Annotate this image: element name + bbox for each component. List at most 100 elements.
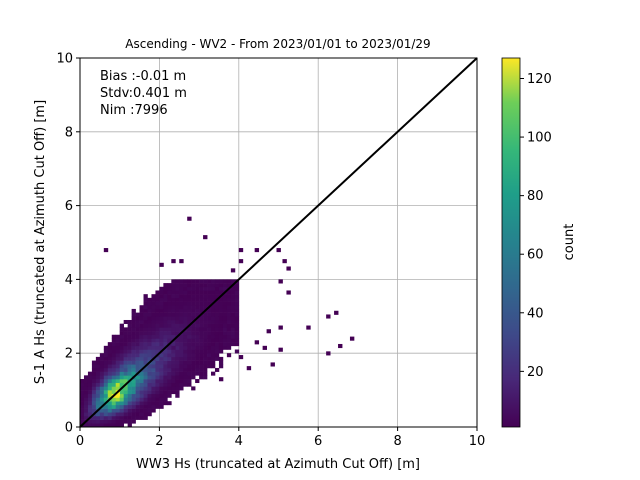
heatmap-cell <box>103 386 109 391</box>
heatmap-cell <box>115 391 120 396</box>
heatmap-cell <box>135 345 140 350</box>
outlier-cell <box>203 235 208 240</box>
heatmap-cell <box>87 375 93 380</box>
heatmap-cell <box>230 294 236 299</box>
heatmap-cell <box>139 308 144 313</box>
heatmap-cell <box>183 286 188 291</box>
heatmap-cell <box>175 382 180 387</box>
heatmap-cell <box>87 382 93 387</box>
heatmap-cell <box>139 338 144 343</box>
heatmap-cell <box>135 338 140 343</box>
heatmap-cell <box>131 349 136 354</box>
heatmap-cell <box>218 356 224 361</box>
heatmap-cell <box>214 286 220 291</box>
heatmap-cell <box>222 279 228 284</box>
heatmap-cell <box>107 382 113 387</box>
heatmap-cell <box>151 305 156 310</box>
heatmap-cell <box>111 338 117 343</box>
heatmap-cell <box>80 390 85 395</box>
heatmap-cell <box>175 331 180 336</box>
heatmap-cell <box>187 290 192 295</box>
heatmap-cell <box>171 305 176 310</box>
heatmap-cell <box>211 297 216 302</box>
heatmap-cell <box>135 408 140 413</box>
heatmap-cell <box>207 286 212 291</box>
heatmap-cell <box>127 319 132 324</box>
heatmap-cell <box>171 379 176 384</box>
heatmap-cell <box>179 360 184 365</box>
heatmap-cell <box>218 360 224 365</box>
heatmap-cell <box>91 382 97 387</box>
heatmap-cell <box>199 371 204 376</box>
heatmap-cell <box>191 279 196 284</box>
heatmap-cell <box>123 375 128 380</box>
heatmap-cell <box>214 345 220 350</box>
heatmap-cell <box>135 356 140 361</box>
heatmap-cell <box>218 301 224 306</box>
heatmap-cell <box>187 356 192 361</box>
heatmap-cell <box>211 331 216 336</box>
heatmap-cell <box>234 323 240 328</box>
heatmap-cell <box>187 342 192 347</box>
heatmap-cell <box>131 364 136 369</box>
heatmap-cell <box>155 393 160 398</box>
heatmap-cell <box>187 367 192 372</box>
heatmap-cell <box>143 345 148 350</box>
heatmap-cell <box>127 364 132 369</box>
heatmap-cell <box>143 404 148 409</box>
heatmap-cell <box>119 338 124 343</box>
outlier-cell <box>306 325 311 330</box>
heatmap-cell <box>99 397 105 402</box>
heatmap-cell <box>222 316 228 321</box>
heatmap-cell <box>163 283 168 288</box>
heatmap-cell <box>123 334 128 339</box>
heatmap-cell <box>83 397 89 402</box>
outlier-cell <box>278 279 283 284</box>
heatmap-cell <box>103 390 109 395</box>
heatmap-cell <box>226 327 232 332</box>
heatmap-cell <box>222 323 228 328</box>
heatmap-cell <box>123 404 128 409</box>
heatmap-cell <box>147 338 152 343</box>
heatmap-cell <box>175 364 180 369</box>
heatmap-cell <box>163 364 168 369</box>
heatmap-cell <box>127 342 132 347</box>
heatmap-cell <box>143 379 148 384</box>
heatmap-cell <box>226 323 232 328</box>
heatmap-cell <box>234 331 240 336</box>
heatmap-cell <box>203 360 208 365</box>
heatmap-cell <box>127 323 132 328</box>
heatmap-cell <box>115 375 120 380</box>
heatmap-cell <box>151 386 156 391</box>
heatmap-cell <box>131 353 136 358</box>
heatmap-cell <box>226 301 232 306</box>
heatmap-cell <box>91 419 97 424</box>
heatmap-cell <box>119 419 124 424</box>
heatmap-cell <box>187 301 192 306</box>
heatmap-cell <box>111 423 117 428</box>
heatmap-cell <box>147 382 152 387</box>
heatmap-cell <box>187 319 192 324</box>
heatmap-cell <box>155 331 160 336</box>
heatmap-cell <box>175 327 180 332</box>
heatmap-cell <box>119 327 124 332</box>
heatmap-cell <box>107 419 113 424</box>
heatmap-cell <box>151 308 156 313</box>
heatmap-cell <box>195 308 200 313</box>
heatmap-cell <box>147 327 152 332</box>
heatmap-cell <box>135 386 140 391</box>
heatmap-cell <box>191 356 196 361</box>
heatmap-cell <box>191 316 196 321</box>
heatmap-cell <box>135 349 140 354</box>
heatmap-cell <box>167 360 172 365</box>
heatmap-cell <box>187 283 192 288</box>
heatmap-cell <box>135 327 140 332</box>
heatmap-cell <box>163 290 168 295</box>
heatmap-cell <box>107 408 113 413</box>
heatmap-cell <box>111 367 117 372</box>
heatmap-cell <box>151 364 156 369</box>
heatmap-cell <box>195 331 200 336</box>
heatmap-cell <box>171 294 176 299</box>
colorbar-label: count <box>562 224 577 261</box>
heatmap-cell <box>115 419 120 424</box>
